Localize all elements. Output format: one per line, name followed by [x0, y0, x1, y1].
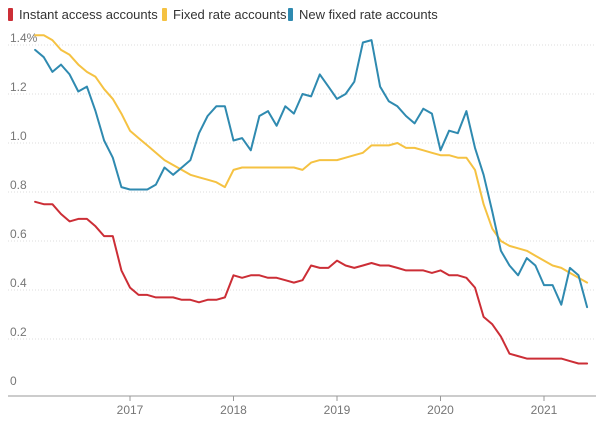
gridlines	[8, 44, 596, 340]
legend-swatch	[288, 8, 293, 21]
legend-swatch	[162, 8, 167, 21]
legend-item: Instant access accounts	[8, 7, 158, 22]
y-tick-label: 1.0	[10, 129, 27, 143]
y-tick-label: 0.8	[10, 178, 27, 192]
legend-item: Fixed rate accounts	[162, 7, 287, 22]
legend-label: New fixed rate accounts	[299, 7, 438, 22]
instant-access-line	[34, 200, 589, 365]
legend: Instant access accounts Fixed rate accoun…	[8, 7, 438, 22]
x-tick-label: 2020	[427, 403, 454, 417]
y-axis: 0 0.2 0.4 0.6 0.8 1.0 1.2 1.4%	[10, 31, 38, 388]
legend-label: Fixed rate accounts	[173, 7, 287, 22]
new-fixed-rate-line	[34, 39, 589, 309]
legend-swatch	[8, 8, 13, 21]
legend-item: New fixed rate accounts	[288, 7, 438, 22]
x-tick-label: 2019	[324, 403, 351, 417]
x-tick-label: 2018	[220, 403, 247, 417]
y-tick-label: 1.2	[10, 80, 27, 94]
x-tick-label: 2017	[117, 403, 144, 417]
y-tick-label: 0	[10, 374, 17, 388]
y-tick-label: 0.2	[10, 325, 27, 339]
fixed-rate-line	[34, 34, 589, 284]
y-tick-label: 0.6	[10, 227, 27, 241]
plot-area	[34, 34, 589, 365]
y-tick-label: 1.4%	[10, 31, 38, 45]
y-tick-label: 0.4	[10, 276, 27, 290]
x-axis: 2017 2018 2019 2020 2021	[8, 395, 596, 417]
x-tick-label: 2021	[531, 403, 558, 417]
legend-label: Instant access accounts	[19, 7, 158, 22]
